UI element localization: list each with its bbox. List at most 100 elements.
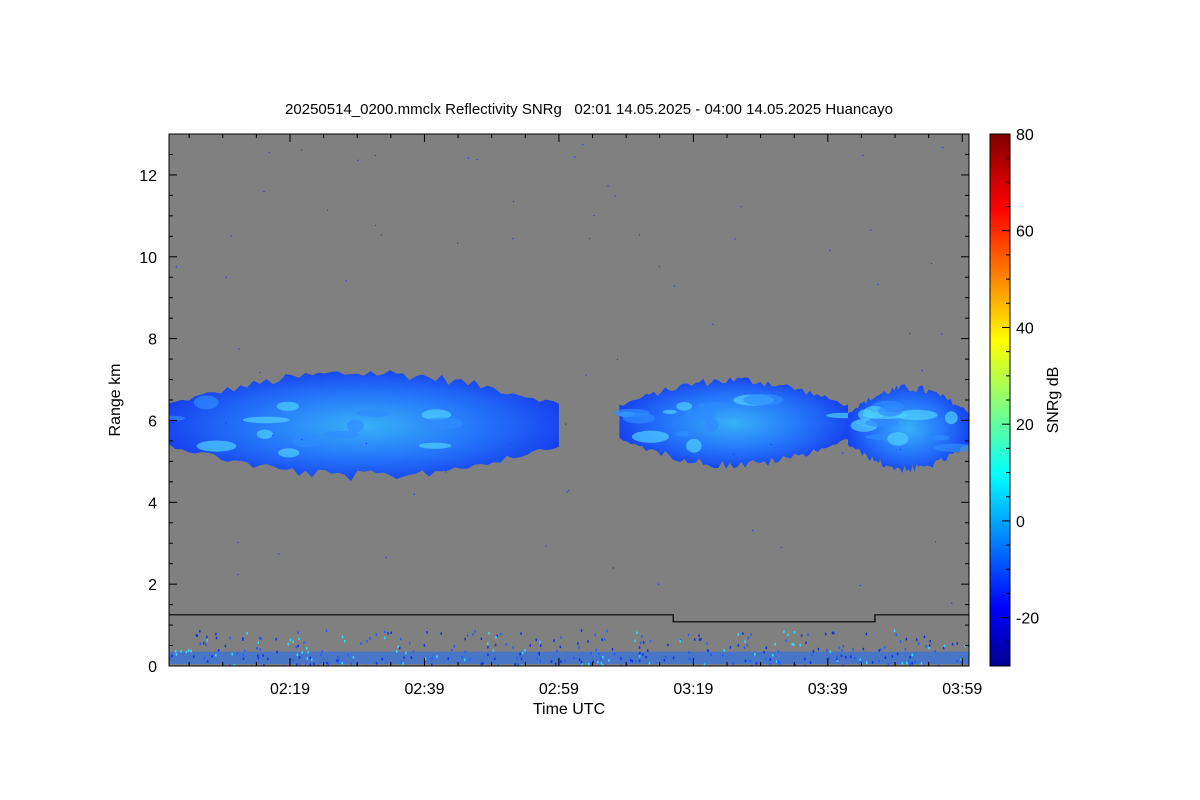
- noise-point: [608, 659, 610, 662]
- noise-point: [956, 659, 958, 663]
- noise-point: [590, 662, 592, 665]
- noise-point: [865, 661, 868, 664]
- noise-point: [366, 639, 368, 643]
- noise-point: [374, 154, 377, 157]
- noise-point: [688, 657, 691, 660]
- noise-point: [306, 657, 309, 660]
- noise-point: [487, 646, 489, 649]
- noise-point: [175, 266, 177, 268]
- noise-point: [744, 659, 747, 663]
- noise-point: [923, 664, 926, 666]
- noise-point: [600, 662, 603, 665]
- noise-point: [263, 191, 265, 193]
- noise-point: [891, 655, 894, 658]
- noise-point: [289, 638, 292, 642]
- noise-point: [341, 635, 344, 639]
- echo-streak: [169, 415, 186, 421]
- noise-point: [187, 649, 190, 652]
- noise-point: [233, 664, 236, 666]
- noise-point: [453, 645, 456, 648]
- noise-point: [908, 660, 910, 663]
- noise-point: [259, 637, 261, 640]
- noise-point: [928, 644, 931, 647]
- noise-point: [928, 646, 930, 650]
- noise-point: [580, 629, 583, 632]
- noise-point: [804, 657, 806, 661]
- noise-point: [865, 632, 868, 636]
- noise-point: [636, 631, 638, 634]
- noise-point: [776, 660, 778, 663]
- noise-point: [747, 636, 750, 640]
- noise-point: [638, 655, 641, 658]
- noise-point: [577, 642, 579, 645]
- noise-point: [777, 650, 780, 653]
- noise-point: [205, 643, 207, 646]
- noise-point: [859, 660, 862, 663]
- noise-point: [836, 657, 838, 661]
- noise-point: [466, 634, 469, 637]
- echo-streak: [193, 395, 219, 410]
- noise-point: [236, 652, 239, 655]
- noise-point: [369, 637, 371, 640]
- echo-streak: [696, 402, 732, 409]
- noise-point: [464, 650, 466, 654]
- noise-point: [602, 664, 605, 666]
- noise-point: [224, 644, 227, 648]
- noise-point: [688, 651, 690, 654]
- noise-point: [472, 633, 474, 636]
- echo-streak: [346, 419, 364, 433]
- noise-point: [862, 647, 865, 651]
- noise-point: [203, 657, 205, 660]
- y-tick-label: 4: [148, 495, 157, 512]
- noise-point: [598, 652, 600, 656]
- noise-point: [337, 655, 339, 659]
- noise-point: [604, 638, 606, 641]
- echo-streak: [865, 418, 899, 427]
- noise-point: [620, 657, 622, 660]
- noise-point: [942, 147, 944, 149]
- noise-point: [538, 653, 540, 656]
- noise-point: [779, 662, 781, 665]
- noise-point: [492, 649, 495, 652]
- noise-point: [272, 434, 274, 437]
- noise-point: [694, 638, 696, 641]
- noise-point: [298, 656, 301, 659]
- colorbar-tick-label: 0: [1016, 514, 1025, 531]
- noise-point: [769, 662, 771, 665]
- noise-point: [614, 195, 616, 197]
- noise-point: [774, 642, 776, 646]
- noise-point: [243, 649, 246, 652]
- noise-point: [737, 644, 740, 647]
- noise-point: [706, 648, 709, 652]
- noise-point: [215, 653, 217, 657]
- noise-point: [769, 658, 771, 661]
- noise-point: [703, 663, 706, 666]
- clutter-band: [169, 651, 969, 664]
- noise-point: [580, 660, 583, 664]
- noise-point: [520, 657, 523, 661]
- noise-point: [539, 640, 541, 644]
- noise-point: [710, 653, 712, 656]
- noise-point: [648, 662, 651, 665]
- noise-point: [765, 646, 768, 650]
- noise-point: [387, 632, 389, 635]
- noise-point: [300, 149, 303, 151]
- noise-point: [522, 651, 524, 655]
- echo-layer: [169, 370, 969, 664]
- noise-point: [845, 655, 847, 659]
- noise-point: [934, 650, 937, 653]
- noise-point: [538, 651, 540, 655]
- noise-point: [195, 634, 198, 637]
- noise-point: [217, 649, 220, 652]
- echo-streak: [704, 418, 719, 432]
- noise-point: [512, 646, 514, 649]
- noise-point: [238, 348, 240, 350]
- echo-streak: [877, 405, 903, 417]
- noise-point: [400, 661, 403, 664]
- noise-point: [620, 664, 622, 666]
- noise-point: [336, 659, 338, 662]
- noise-point: [381, 658, 383, 661]
- noise-point: [841, 649, 843, 652]
- noise-point: [287, 642, 289, 646]
- noise-point: [859, 584, 861, 587]
